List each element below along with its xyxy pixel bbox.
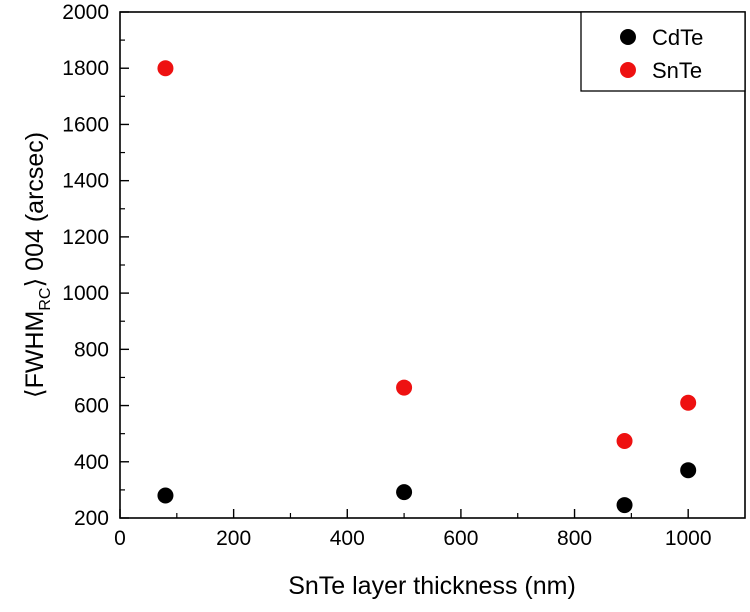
y-tick-label: 1200	[62, 226, 109, 249]
y-tick-label: 800	[74, 338, 109, 361]
y-axis-label-subscript: RC	[37, 288, 54, 311]
x-axis-label: SnTe layer thickness (nm)	[288, 572, 576, 600]
data-point-snte	[680, 394, 697, 411]
data-point-cdte	[396, 484, 413, 501]
x-tick-label: 800	[557, 527, 592, 550]
y-axis-label-prefix: ⟨FWHM	[21, 311, 49, 399]
legend-label-cdte: CdTe	[652, 25, 703, 50]
y-tick-label: 2000	[62, 1, 109, 24]
data-point-snte	[616, 432, 633, 449]
data-point-cdte	[680, 462, 697, 479]
y-tick-label: 1800	[62, 57, 109, 80]
y-axis-label: ⟨FWHMRC⟩ 004 (arcsec)	[21, 132, 54, 398]
legend-box	[580, 11, 746, 92]
data-points	[157, 60, 697, 514]
x-tick-label: 0	[114, 527, 126, 550]
x-tick-label: 200	[216, 527, 251, 550]
data-point-snte	[157, 60, 174, 77]
x-tick-label: 1000	[665, 527, 712, 550]
y-axis-label-suffix: ⟩ 004 (arcsec)	[21, 132, 49, 288]
y-tick-label: 1400	[62, 170, 109, 193]
y-tick-label: 600	[74, 395, 109, 418]
legend: CdTe SnTe	[580, 11, 746, 92]
x-tick-label: 400	[330, 527, 365, 550]
y-tick-label: 1000	[62, 282, 109, 305]
legend-marker-cdte	[620, 29, 636, 45]
data-point-cdte	[616, 497, 633, 514]
x-tick-label: 600	[443, 527, 478, 550]
legend-marker-snte	[620, 62, 636, 78]
legend-label-snte: SnTe	[652, 58, 702, 83]
data-point-snte	[396, 379, 413, 396]
y-tick-label: 200	[74, 507, 109, 530]
data-point-cdte	[157, 487, 174, 504]
axis-ticks: 0 200 400 600 800 100020040060080010001200140…	[62, 1, 711, 550]
y-tick-label: 1600	[62, 113, 109, 136]
y-tick-label: 400	[74, 451, 109, 474]
